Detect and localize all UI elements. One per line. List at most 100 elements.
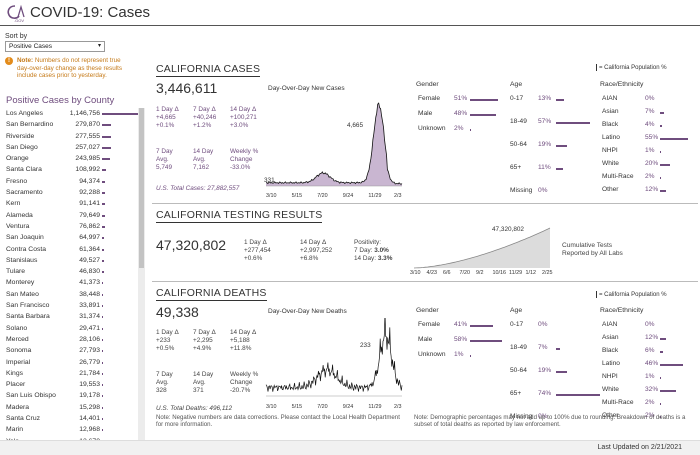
county-name: Alameda	[6, 211, 33, 219]
county-bar	[102, 395, 103, 398]
county-bar	[102, 192, 106, 195]
race-label: Latino	[602, 360, 620, 367]
gender-value: 48%	[454, 110, 468, 117]
county-bar	[102, 406, 103, 409]
age-value: 0%	[538, 413, 548, 420]
county-value: 15,298	[79, 403, 100, 411]
sort-dropdown-value: Positive Cases	[9, 43, 52, 50]
county-row[interactable]: Los Angeles 1,146,756	[6, 108, 140, 119]
county-scrollbar[interactable]	[138, 108, 145, 448]
county-row[interactable]: Solano 29,471	[6, 323, 138, 334]
county-value: 257,027	[75, 143, 100, 151]
county-row[interactable]: San Diego 257,027	[6, 142, 138, 153]
county-row[interactable]: Madera 15,298	[6, 402, 138, 413]
gender-label: Male	[418, 336, 433, 343]
county-name: San Luis Obispo	[6, 392, 56, 400]
county-row[interactable]: Santa Cruz 14,401	[6, 413, 138, 424]
last-updated: Last Updated on 2/21/2021	[597, 444, 682, 451]
race-value: 1%	[645, 373, 655, 380]
testing-chart-caption: Cumulative Tests Reported by All Labs	[562, 242, 623, 258]
cases-chart-line	[266, 102, 403, 185]
county-bar	[102, 214, 105, 217]
race-bar	[660, 338, 666, 340]
deaths-14day-change: 14 Day Δ +5,188 +11.8%	[230, 329, 257, 352]
county-value: 277,555	[75, 132, 100, 140]
testing-section-title: CALIFORNIA TESTING RESULTS	[156, 209, 323, 223]
county-row[interactable]: San Francisco 33,891	[6, 300, 138, 311]
county-row[interactable]: Santa Clara 108,992	[6, 164, 138, 175]
sort-dropdown[interactable]: Positive Cases ▾	[5, 41, 105, 52]
county-bar	[102, 327, 103, 330]
section-divider	[152, 203, 698, 204]
race-bar	[660, 403, 661, 405]
cases-population-legend: = California Population %	[596, 64, 667, 71]
race-bar	[660, 112, 664, 114]
race-label: AIAN	[602, 321, 618, 328]
race-label: Asian	[602, 108, 619, 115]
us-total-deaths: U.S. Total Deaths: 496,112	[156, 405, 233, 412]
age-value: 19%	[538, 141, 552, 148]
county-row[interactable]: Kings 21,784	[6, 368, 138, 379]
county-value: 31,374	[79, 313, 100, 321]
county-value: 28,106	[79, 335, 100, 343]
county-bar	[102, 124, 112, 127]
county-row[interactable]: Kern 91,141	[6, 198, 138, 209]
section-divider	[152, 281, 698, 282]
county-name: Marin	[6, 426, 23, 434]
axis-tick-label: 2/3	[394, 193, 402, 199]
county-row[interactable]: San Bernardino 279,870	[6, 119, 138, 130]
note-text: Numbers do not represent true day-over-d…	[17, 57, 123, 80]
county-row[interactable]: Marin 12,968	[6, 424, 138, 435]
county-row[interactable]: San Luis Obispo 19,178	[6, 390, 138, 401]
county-row[interactable]: Sacramento 92,288	[6, 187, 138, 198]
county-row[interactable]: Fresno 94,374	[6, 176, 138, 187]
gender-label: Female	[418, 95, 440, 102]
county-row[interactable]: Contra Costa 61,364	[6, 244, 138, 255]
county-value: 12,968	[79, 426, 100, 434]
county-value: 27,793	[79, 347, 100, 355]
race-header: Race/Ethnicity	[600, 81, 644, 88]
race-value: 4%	[645, 121, 655, 128]
county-row[interactable]: San Mateo 38,448	[6, 289, 138, 300]
county-bar	[102, 271, 104, 274]
race-bar	[660, 364, 683, 366]
county-name: Riverside	[6, 132, 35, 140]
county-row[interactable]: Riverside 277,555	[6, 131, 138, 142]
race-bar	[660, 177, 661, 179]
county-value: 79,649	[79, 211, 100, 219]
age-value: 19%	[538, 367, 552, 374]
population-marker-icon	[596, 64, 597, 71]
deaths-population-legend: = California Population %	[596, 291, 667, 298]
county-row[interactable]: Sonoma 27,793	[6, 345, 138, 356]
county-bar	[102, 169, 106, 172]
age-value: 0%	[538, 321, 548, 328]
county-row[interactable]: Alameda 79,649	[6, 210, 138, 221]
population-marker-icon	[596, 291, 597, 298]
county-row[interactable]: Stanislaus 49,527	[6, 255, 138, 266]
county-row[interactable]: Imperial 26,779	[6, 357, 138, 368]
county-row[interactable]: Tulare 46,830	[6, 266, 138, 277]
county-value: 14,401	[79, 415, 100, 423]
county-row[interactable]: Monterey 41,373	[6, 277, 138, 288]
age-label: 50-64	[510, 141, 527, 148]
county-bar	[102, 418, 103, 421]
county-row[interactable]: Merced 28,106	[6, 334, 138, 345]
county-row[interactable]: San Joaquin 64,997	[6, 232, 138, 243]
county-row[interactable]: Santa Barbara 31,374	[6, 311, 138, 322]
gender-bar	[470, 325, 493, 327]
axis-tick-label: 6/6	[443, 270, 451, 276]
county-row[interactable]: Placer 19,553	[6, 379, 138, 390]
race-label: Other	[602, 186, 619, 193]
county-value: 29,471	[79, 324, 100, 332]
county-value: 92,288	[79, 189, 100, 197]
county-row[interactable]: Orange 243,985	[6, 153, 138, 164]
axis-tick-label: 3/10	[410, 270, 421, 276]
cases-section-title: CALIFORNIA CASES	[156, 63, 261, 77]
county-row[interactable]: Ventura 76,862	[6, 221, 138, 232]
axis-tick-label: 11/29	[368, 404, 382, 410]
gender-bar	[470, 340, 502, 342]
testing-14day-change: 14 Day Δ +2,997,252 +6.8%	[300, 239, 333, 262]
county-value: 243,985	[75, 155, 100, 163]
age-label: Missing	[510, 187, 533, 194]
scrollbar-thumb[interactable]	[139, 108, 144, 268]
